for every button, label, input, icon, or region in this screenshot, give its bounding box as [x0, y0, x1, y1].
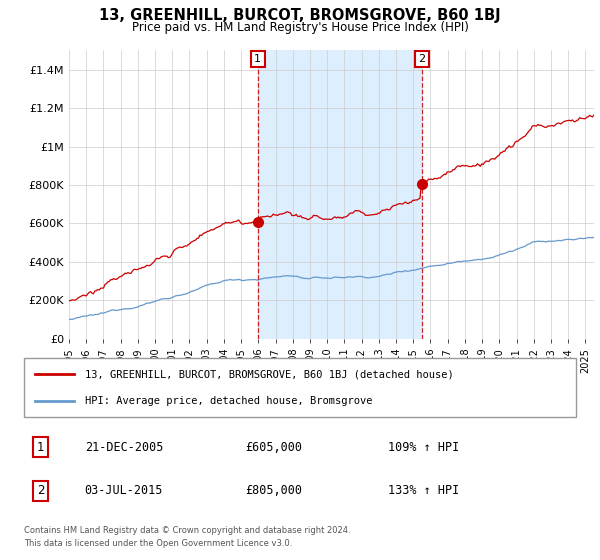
- Text: £605,000: £605,000: [245, 441, 302, 454]
- Text: 2: 2: [37, 484, 44, 497]
- FancyBboxPatch shape: [24, 358, 576, 417]
- Text: £805,000: £805,000: [245, 484, 302, 497]
- Text: 21-DEC-2005: 21-DEC-2005: [85, 441, 163, 454]
- Text: 133% ↑ HPI: 133% ↑ HPI: [388, 484, 460, 497]
- Text: HPI: Average price, detached house, Bromsgrove: HPI: Average price, detached house, Brom…: [85, 396, 372, 407]
- Text: Price paid vs. HM Land Registry's House Price Index (HPI): Price paid vs. HM Land Registry's House …: [131, 21, 469, 34]
- Text: 1: 1: [254, 54, 262, 64]
- Text: 109% ↑ HPI: 109% ↑ HPI: [388, 441, 460, 454]
- Text: 13, GREENHILL, BURCOT, BROMSGROVE, B60 1BJ: 13, GREENHILL, BURCOT, BROMSGROVE, B60 1…: [99, 8, 501, 24]
- Text: 13, GREENHILL, BURCOT, BROMSGROVE, B60 1BJ (detached house): 13, GREENHILL, BURCOT, BROMSGROVE, B60 1…: [85, 369, 454, 379]
- Text: 1: 1: [37, 441, 44, 454]
- Text: 03-JUL-2015: 03-JUL-2015: [85, 484, 163, 497]
- Bar: [258, 50, 422, 339]
- Text: This data is licensed under the Open Government Licence v3.0.: This data is licensed under the Open Gov…: [24, 539, 292, 548]
- Text: 2: 2: [418, 54, 425, 64]
- Text: Contains HM Land Registry data © Crown copyright and database right 2024.: Contains HM Land Registry data © Crown c…: [24, 526, 350, 535]
